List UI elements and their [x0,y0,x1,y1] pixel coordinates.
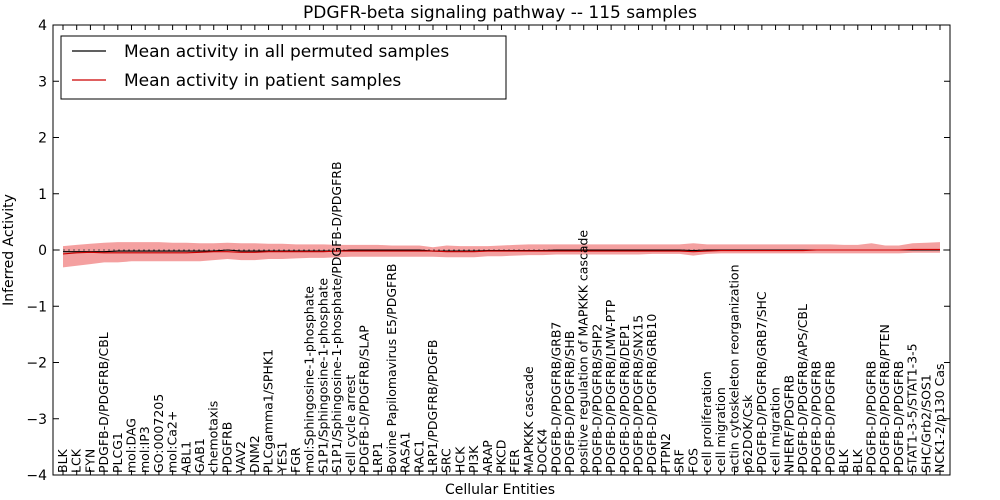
x-tick-label: NHERF/PDGFRB [781,375,796,473]
legend: Mean activity in all permuted samples Me… [60,35,507,100]
x-tick-label: p62DOK/Csk [740,394,755,473]
x-tick-label: MAPKKK cascade [521,366,536,473]
y-tick-label: −4 [26,468,47,484]
x-tick-label: chemotaxis [206,401,221,473]
x-tick-label: PDGFB-D/PDGFRB/GRB7 [548,322,563,473]
x-tick-label: PDGFB-D/PDGFRB [822,361,837,473]
series-layer [62,248,940,255]
x-tick-label: Bovine Papilomavirus E5/PDGFRB [384,264,399,473]
x-tick-label: SRC [439,448,454,473]
x-tick-label: cell migration [713,387,728,473]
x-tick-label: PDGFRB [219,422,234,473]
x-tick-label: DNM2 [247,435,262,473]
x-tick-label: PDGFB-D/PDGFRB/APS/CBL [795,304,810,473]
patient-mean-line [62,248,940,255]
x-tick-label: mol:Ca2+ [165,411,180,473]
patient-activity-band [63,242,940,268]
legend-box [60,35,507,100]
x-tick-label: PKCD [494,440,509,473]
x-tick-label: VAV2 [233,441,248,473]
x-tick-label: FOS [685,448,700,473]
x-tick-label: S1P1/Sphingosine-1-phosphate [315,278,330,473]
x-tick-label: BLK [850,448,865,473]
y-tick-label: 3 [38,74,47,90]
x-tick-label: actin cytoskeleton reorganization [727,264,742,473]
legend-label-permuted: Mean activity in all permuted samples [124,42,449,62]
x-tick-label: BLK [55,448,70,473]
x-tick-label: RAC1 [411,440,426,473]
x-tick-label: SRF [672,449,687,473]
x-axis-label: Cellular Entities [445,482,555,498]
y-tick-label: 0 [38,243,47,259]
x-axis: BLKLCKFYNPDGFB-D/PDGFRB/CBLPLCG1mol:DAGm… [55,25,947,475]
x-tick-label: STAT1-3-5/STAT1-3-5 [905,343,920,473]
x-tick-label: DOCK4 [535,429,550,473]
x-tick-label: PDGFB-D/PDGFRB/DEP1 [617,324,632,474]
legend-label-patient: Mean activity in patient samples [124,71,401,91]
x-tick-label: cell migration [768,387,783,473]
x-tick-label: cell cycle arrest [343,375,358,473]
x-tick-label: PTPN2 [658,433,673,473]
confidence-band-layer [63,242,940,268]
x-tick-label: PLCG1 [110,432,125,473]
y-axis: −4 −3 −2 −1 0 1 2 3 4 [26,18,950,484]
x-tick-label: S1P1/Sphingosine-1-phosphate/PDGFB-D/PDG… [329,161,344,473]
y-tick-label: 4 [38,18,47,34]
x-tick-label: YES1 [274,442,289,474]
y-tick-label: 1 [38,187,47,203]
x-tick-label: HCK [452,446,467,473]
x-tick-label: PDGFB-D/PDGFRB [809,361,824,473]
x-tick-label: FGR [288,447,303,473]
x-tick-label: FYN [82,449,97,473]
chart-title: PDGFR-beta signaling pathway -- 115 samp… [303,3,697,23]
x-tick-label: RASA1 [398,432,413,473]
x-tick-label: NCK1-2/p130 Cas [932,363,947,473]
x-tick-label: SHC/Grb2/SOS1 [918,374,933,473]
x-tick-label: LRP1/PDGFRB/PDGFB [425,340,440,473]
x-tick-label: PDGFB-D/PDGFRB/CBL [96,332,111,473]
y-tick-label: 2 [38,131,47,147]
x-tick-label: FER [507,449,522,473]
y-tick-label: −3 [26,412,47,428]
x-tick-label: LCK [69,448,84,473]
y-tick-label: −1 [26,299,47,315]
x-tick-label: PDGFB-D/PDGFRB/SLAP [357,325,372,473]
x-tick-label: PLCgamma1/SPHK1 [261,349,276,473]
x-tick-label: PDGFB-D/PDGFRB/PTEN [877,324,892,473]
x-tick-label: PI3K [466,445,481,473]
x-tick-label: ABL1 [178,441,193,473]
x-tick-label: mol:IP3 [137,426,152,473]
x-tick-label: PDGFB-D/PDGFRB/SHP2 [589,324,604,473]
x-tick-label: PDGFB-D/PDGFRB/LMW-PTP [603,299,618,473]
x-tick-label: PDGFB-D/PDGFRB/SNX15 [631,315,646,473]
x-tick-label: GO:0007205 [151,394,166,473]
x-tick-label: mol:Sphingosine-1-phosphate [302,286,317,473]
x-tick-label: PDGFB-D/PDGFRB/SHB [562,331,577,473]
x-tick-label: mol:DAG [124,418,139,473]
x-tick-label: PDGFB-D/PDGFRB/GRB7/SHC [754,291,769,473]
x-tick-label: LRP1 [370,442,385,473]
x-tick-label: positive regulation of MAPKKK cascade [576,230,591,473]
y-tick-label: −2 [26,356,47,372]
x-tick-label: PDGFB-D/PDGFRB [864,361,879,473]
x-tick-label: PDGFB-D/PDGFRB/GRB10 [644,314,659,473]
x-tick-label: BLK [836,448,851,473]
x-tick-label: GAB1 [192,438,207,473]
y-axis-label: Inferred Activity [1,194,17,306]
x-tick-label: ARAP [480,440,495,473]
x-tick-label: PDGFB-D/PDGFRB [891,361,906,473]
x-tick-label: cell proliferation [699,371,714,473]
